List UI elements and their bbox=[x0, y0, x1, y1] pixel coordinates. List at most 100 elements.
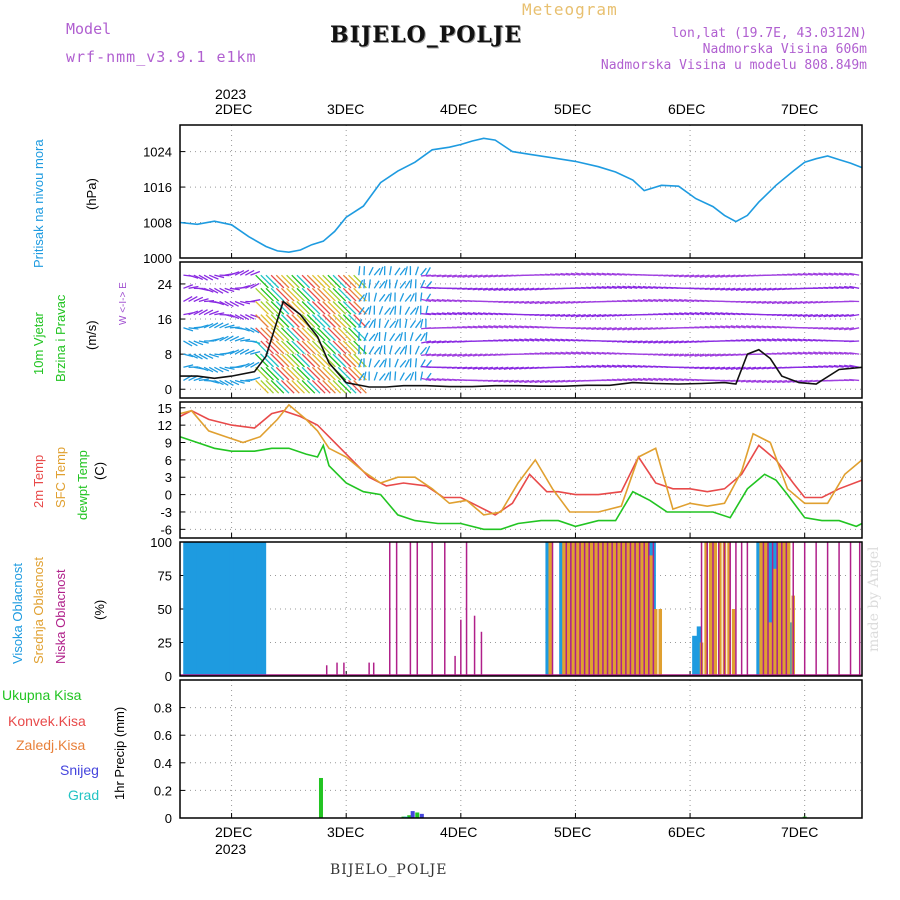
wind-arrow bbox=[409, 371, 415, 381]
wind-arrow bbox=[378, 293, 386, 302]
ytick-label-temp-1: -3 bbox=[160, 505, 172, 520]
wind-arrow bbox=[580, 365, 592, 368]
wind-arrow bbox=[431, 274, 442, 278]
wind-arrow bbox=[317, 301, 331, 315]
wind-arrow bbox=[358, 306, 365, 316]
wind-arrow bbox=[477, 353, 488, 357]
temp-title3: dewpt Temp bbox=[75, 450, 90, 520]
model-elevation-label: Nadmorska Visina u modelu 808.849m bbox=[600, 58, 867, 73]
wind-arrow bbox=[720, 274, 731, 278]
wind-arrow bbox=[431, 353, 442, 357]
wind-arrow bbox=[555, 338, 566, 342]
wind-arrow bbox=[291, 340, 305, 355]
wind-arrow bbox=[193, 296, 204, 303]
wind-arrow bbox=[715, 353, 726, 357]
top-year: 2023 bbox=[215, 86, 246, 102]
chart-marks bbox=[179, 137, 863, 818]
wind-arrow bbox=[446, 299, 457, 303]
wind-arrow bbox=[539, 352, 550, 355]
wind-arrow bbox=[296, 366, 311, 381]
wind-arrow bbox=[368, 319, 375, 329]
top-day-2: 2DEC bbox=[215, 101, 252, 117]
wind-arrow bbox=[513, 287, 524, 291]
wind-arrow bbox=[209, 353, 219, 358]
series-line-temp-0 bbox=[179, 409, 863, 516]
cloud-bar-1 bbox=[649, 555, 653, 676]
wind-arrow bbox=[286, 353, 300, 368]
wind-arrow bbox=[601, 285, 612, 289]
wind-arrow bbox=[833, 351, 844, 355]
wind-arrow bbox=[436, 340, 447, 344]
wind-arrow bbox=[467, 311, 478, 316]
wind-arrow bbox=[183, 296, 193, 303]
ytick-label-cloud-4: 100 bbox=[150, 535, 172, 550]
wind-arrow bbox=[792, 338, 803, 342]
wind-arrow bbox=[823, 327, 834, 330]
wind-arrow bbox=[280, 340, 295, 355]
wind-arrow bbox=[472, 366, 483, 370]
wind-arrow bbox=[797, 300, 808, 305]
wind-arrow bbox=[265, 301, 280, 315]
wind-arrow bbox=[653, 340, 664, 344]
wind-arrow bbox=[337, 340, 352, 355]
wind-arrow bbox=[425, 267, 431, 276]
wind-arrow bbox=[183, 284, 194, 289]
wind-arrow bbox=[534, 338, 545, 342]
wind-arrow bbox=[260, 366, 274, 381]
wind-arrow bbox=[322, 314, 336, 328]
frame-temp bbox=[179, 401, 863, 539]
wind-arrow bbox=[229, 326, 240, 329]
wind-arrow bbox=[270, 366, 285, 381]
wind-arrow bbox=[209, 310, 219, 316]
wind-arrow bbox=[399, 267, 406, 276]
precip-bar-0 bbox=[318, 777, 323, 818]
wind-arrow bbox=[229, 271, 240, 276]
wind-arrow bbox=[751, 325, 762, 329]
cloud-bar-1 bbox=[635, 542, 640, 676]
cloud-bar-2 bbox=[767, 542, 769, 676]
cloud-bar-2 bbox=[480, 631, 483, 676]
wind-arrow bbox=[415, 320, 422, 329]
wind-arrow bbox=[214, 274, 225, 279]
cloud-bar-0 bbox=[242, 542, 248, 676]
wind-arrow bbox=[348, 301, 362, 315]
cloud-bar-1 bbox=[727, 542, 731, 676]
wind-arrow bbox=[208, 322, 219, 329]
wind-arrow bbox=[488, 325, 499, 329]
temp-title2: SFC Temp bbox=[53, 447, 68, 508]
wind-arrow bbox=[224, 379, 234, 386]
wind-arrow bbox=[198, 378, 209, 382]
wind-arrow bbox=[317, 353, 331, 368]
wind-arrow bbox=[409, 358, 412, 368]
wind-arrow bbox=[555, 300, 566, 305]
wind-arrow bbox=[270, 327, 285, 341]
wind-arrow bbox=[327, 379, 342, 394]
wind-arrow bbox=[229, 314, 240, 320]
wind-arrow bbox=[431, 312, 442, 316]
wind-arrow bbox=[807, 351, 819, 355]
wind-arrow bbox=[617, 285, 628, 289]
wind-arrow bbox=[383, 331, 387, 342]
wind-arrow bbox=[529, 379, 540, 384]
wind-arrow bbox=[792, 300, 803, 305]
wind-arrow bbox=[539, 379, 550, 384]
cloud-bar-2 bbox=[565, 542, 568, 676]
wind-arrow bbox=[301, 274, 316, 289]
wind-arrow bbox=[404, 345, 408, 355]
wind-arrow bbox=[240, 300, 251, 305]
wind-arrow bbox=[270, 301, 285, 315]
cloud-bar-0 bbox=[187, 542, 193, 676]
wind-arrow bbox=[663, 353, 674, 357]
wind-arrow bbox=[833, 286, 844, 289]
cloud-bar-2 bbox=[473, 615, 476, 676]
wind-arrow bbox=[818, 365, 829, 368]
wind-arrow bbox=[782, 379, 793, 384]
ytick-label-temp-3: 3 bbox=[165, 470, 172, 485]
wind-arrow bbox=[648, 285, 659, 289]
wind-arrow bbox=[797, 314, 808, 317]
wind-arrow bbox=[378, 318, 381, 328]
wind-arrow bbox=[337, 274, 352, 289]
wind-arrow bbox=[766, 325, 777, 329]
wind-arrow bbox=[833, 364, 844, 368]
cloud-title2: Srednja Oblacnost bbox=[31, 557, 46, 664]
